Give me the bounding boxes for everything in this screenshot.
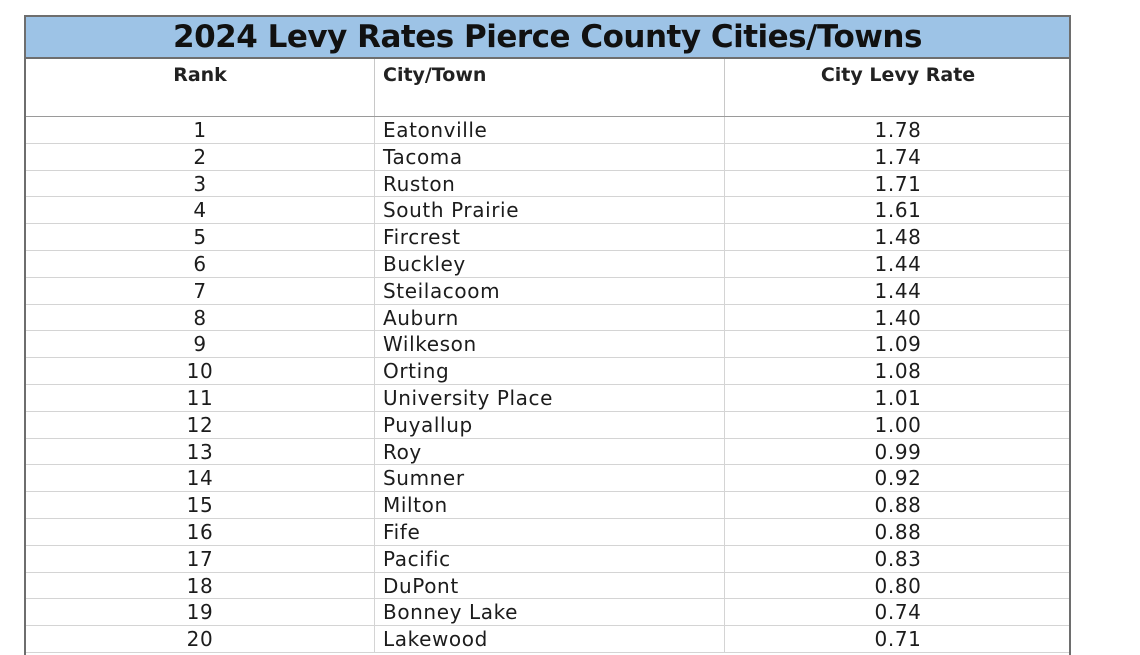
levy-rate-cell: 1.09 bbox=[724, 331, 1071, 358]
city-cell: Buckley bbox=[374, 250, 724, 277]
table-row: 4 South Prairie 1.61 bbox=[26, 197, 1071, 225]
table-row: 8 Auburn 1.40 bbox=[26, 304, 1071, 332]
table-row: 9 Wilkeson 1.09 bbox=[26, 331, 1071, 359]
table-row: 10 Orting 1.08 bbox=[26, 358, 1069, 385]
rank-cell: 20 bbox=[186, 627, 214, 652]
levy-rate-cell: 0.92 bbox=[724, 465, 1071, 492]
table-title: 2024 Levy Rates Pierce County Cities/Tow… bbox=[173, 19, 922, 55]
city-cell: Ruston bbox=[374, 170, 724, 197]
rank-cell: 18 bbox=[186, 573, 214, 598]
rank-cell: 10 bbox=[186, 359, 214, 384]
levy-rate-cell: 0.83 bbox=[724, 545, 1071, 572]
levy-rate-cell: 0.80 bbox=[724, 572, 1071, 599]
table-row: 19 Bonney Lake 0.74 bbox=[26, 599, 1071, 627]
rank-cell: 13 bbox=[186, 439, 214, 464]
table-body: 1 Eatonville 1.78 2 Tacoma 1.74 3 Ruston 1.71 4 So… bbox=[26, 117, 1069, 653]
rank-cell: 14 bbox=[186, 466, 214, 491]
rank-cell: 4 bbox=[193, 198, 207, 223]
levy-rate-cell: 0.74 bbox=[724, 599, 1071, 626]
rank-cell: 12 bbox=[186, 412, 214, 437]
table-row: 1 Eatonville 1.78 bbox=[26, 117, 1069, 144]
city-cell: South Prairie bbox=[374, 197, 724, 224]
levy-rate-cell: 1.44 bbox=[724, 277, 1071, 304]
table-row: 6 Buckley 1.44 bbox=[26, 250, 1071, 278]
levy-rate-cell: 1.01 bbox=[724, 384, 1071, 411]
rank-cell: 11 bbox=[186, 385, 214, 410]
levy-rate-cell: 0.71 bbox=[724, 626, 1071, 652]
rank-cell: 5 bbox=[193, 225, 207, 250]
levy-rate-cell: 0.99 bbox=[724, 438, 1071, 465]
table-title-bar: 2024 Levy Rates Pierce County Cities/Tow… bbox=[26, 15, 1069, 59]
table-row: 7 Steilacoom 1.44 bbox=[26, 277, 1071, 305]
levy-rate-cell: 1.61 bbox=[724, 197, 1071, 224]
table-row: 5 Fircrest 1.48 bbox=[26, 224, 1069, 251]
table-row: 12 Puyallup 1.00 bbox=[26, 411, 1071, 439]
levy-rate-cell: 1.44 bbox=[724, 250, 1071, 277]
table-row: 14 Sumner 0.92 bbox=[26, 465, 1071, 493]
column-header-rank: Rank bbox=[173, 64, 227, 86]
table-row: 15 Milton 0.88 bbox=[26, 492, 1069, 519]
rank-cell: 17 bbox=[186, 546, 214, 571]
levy-rate-cell: 1.40 bbox=[724, 304, 1071, 331]
levy-rate-cell: 1.08 bbox=[724, 358, 1071, 384]
levy-rate-cell: 1.71 bbox=[724, 170, 1071, 197]
city-cell: Puyallup bbox=[374, 411, 724, 438]
column-header-city: City/Town bbox=[374, 59, 724, 116]
city-cell: Fircrest bbox=[374, 224, 724, 250]
levy-rate-cell: 1.00 bbox=[724, 411, 1071, 438]
city-cell: Orting bbox=[374, 358, 724, 384]
city-cell: Lakewood bbox=[374, 626, 724, 652]
table-header-row: Rank City/Town City Levy Rate bbox=[26, 59, 1069, 117]
table-row: 3 Ruston 1.71 bbox=[26, 170, 1071, 198]
city-cell: Wilkeson bbox=[374, 331, 724, 358]
levy-rate-cell: 0.88 bbox=[724, 492, 1071, 518]
table-row: 20 Lakewood 0.71 bbox=[26, 626, 1069, 653]
table-row: 11 University Place 1.01 bbox=[26, 384, 1071, 412]
city-cell: Milton bbox=[374, 492, 724, 518]
city-cell: DuPont bbox=[374, 572, 724, 599]
levy-rate-cell: 1.78 bbox=[724, 117, 1071, 143]
city-cell: Sumner bbox=[374, 465, 724, 492]
city-cell: Eatonville bbox=[374, 117, 724, 143]
city-cell: Auburn bbox=[374, 304, 724, 331]
rank-cell: 7 bbox=[193, 278, 207, 303]
column-header-rate: City Levy Rate bbox=[724, 59, 1071, 116]
rank-cell: 8 bbox=[193, 305, 207, 330]
rank-cell: 6 bbox=[193, 251, 207, 276]
city-cell: University Place bbox=[374, 384, 724, 411]
table-row: 13 Roy 0.99 bbox=[26, 438, 1071, 466]
rank-cell: 3 bbox=[193, 171, 207, 196]
rank-cell: 9 bbox=[193, 332, 207, 357]
rank-cell: 15 bbox=[186, 493, 214, 518]
levy-rate-cell: 1.74 bbox=[724, 143, 1071, 170]
city-cell: Fife bbox=[374, 518, 724, 545]
levy-rate-table: 2024 Levy Rates Pierce County Cities/Tow… bbox=[24, 15, 1071, 655]
city-cell: Steilacoom bbox=[374, 277, 724, 304]
city-cell: Roy bbox=[374, 438, 724, 465]
city-cell: Tacoma bbox=[374, 143, 724, 170]
rank-cell: 16 bbox=[186, 519, 214, 544]
levy-rate-cell: 0.88 bbox=[724, 518, 1071, 545]
city-cell: Pacific bbox=[374, 545, 724, 572]
table-row: 16 Fife 0.88 bbox=[26, 518, 1071, 546]
rank-cell: 19 bbox=[186, 600, 214, 625]
levy-rate-cell: 1.48 bbox=[724, 224, 1071, 250]
table-row: 17 Pacific 0.83 bbox=[26, 545, 1071, 573]
rank-cell: 1 bbox=[193, 118, 207, 142]
table-row: 2 Tacoma 1.74 bbox=[26, 143, 1071, 171]
rank-cell: 2 bbox=[193, 144, 207, 169]
table-row: 18 DuPont 0.80 bbox=[26, 572, 1071, 600]
city-cell: Bonney Lake bbox=[374, 599, 724, 626]
